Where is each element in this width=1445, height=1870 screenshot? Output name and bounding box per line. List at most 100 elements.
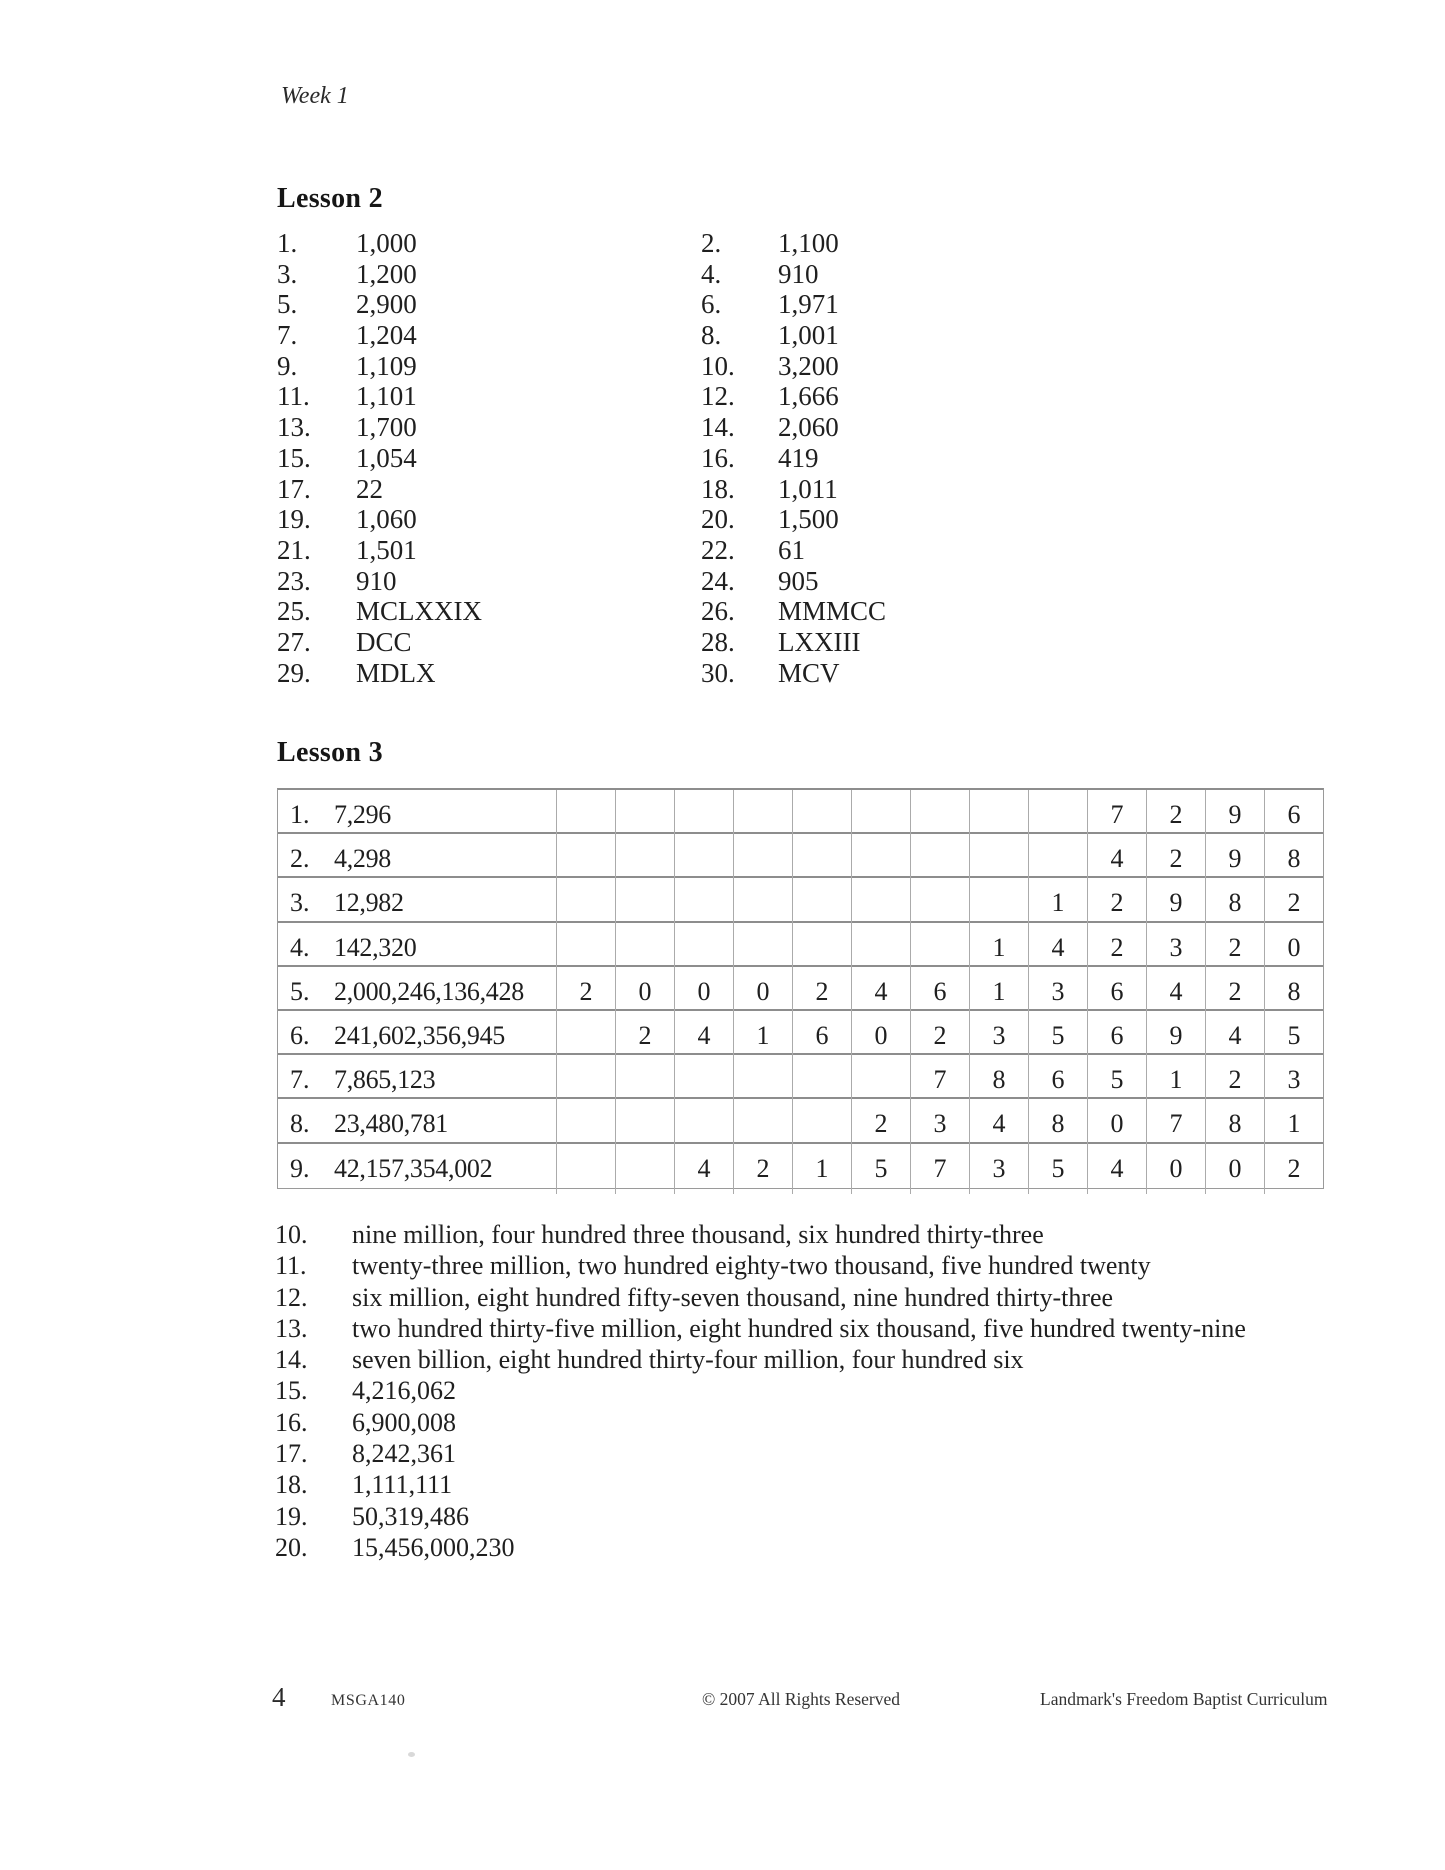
- lesson3-title: Lesson 3: [277, 737, 383, 768]
- item-answer: MMMCC: [778, 596, 887, 627]
- digit-cell: [615, 1143, 674, 1194]
- item-answer: 1,100: [778, 228, 839, 258]
- digit-cell: 7: [910, 1055, 969, 1106]
- curriculum-code: MSGA140: [331, 1692, 406, 1709]
- item-number: 30.: [701, 657, 735, 688]
- digit-cell: 3: [969, 1010, 1028, 1061]
- digit-cell: 4: [969, 1099, 1028, 1150]
- digit-cell: [615, 922, 674, 973]
- digit-cell: 6: [1087, 1010, 1146, 1061]
- lesson2-answer-row: 27. DCC 28. LXXIII: [277, 627, 1177, 658]
- digit-cell: 1: [733, 1010, 792, 1061]
- lesson2-answer-row: 29. MDLX 30. MCV: [277, 658, 1177, 689]
- item-number: 2.: [290, 844, 310, 874]
- item-number: 17.: [275, 1439, 308, 1469]
- digit-cell: 5: [1028, 1143, 1087, 1194]
- item-number: 4.: [701, 258, 722, 289]
- digit-cell: [556, 922, 615, 973]
- item-value: 23,480,781: [334, 1109, 449, 1139]
- digit-cell: [615, 834, 674, 885]
- item-answer: 22: [356, 473, 383, 504]
- lesson2-answer-row: 5. 2,900 6. 1,971: [277, 289, 1177, 320]
- digit-cell: 5: [1028, 1010, 1087, 1061]
- digit-cell: [851, 922, 910, 973]
- item-value: 7,296: [334, 800, 392, 829]
- item-number: 10.: [275, 1220, 308, 1249]
- item-value: 4,298: [334, 844, 392, 874]
- lesson3-answer-row: 14. seven billion, eight hundred thirty-f…: [275, 1344, 1395, 1375]
- digit-cell: 1: [1146, 1055, 1205, 1106]
- item-answer: 50,319,486: [352, 1501, 469, 1531]
- lesson2-answer-row: 9. 1,109 10. 3,200: [277, 351, 1177, 382]
- digit-cell: 0: [851, 1010, 910, 1061]
- digit-cell: 1: [969, 966, 1028, 1017]
- digit-cell: [851, 790, 910, 840]
- digit-cell: 4: [1028, 922, 1087, 973]
- digit-cell: [969, 790, 1028, 840]
- item-number: 24.: [701, 565, 735, 596]
- item-number: 21.: [277, 534, 311, 565]
- digit-cell: [910, 878, 969, 929]
- scan-speck: [408, 1752, 415, 1757]
- digit-cell: 3: [969, 1143, 1028, 1194]
- lesson3-answer-row: 18. 1,111,111: [275, 1469, 1395, 1500]
- item-answer: MCLXXIX: [356, 596, 482, 627]
- item-number: 16.: [275, 1407, 308, 1437]
- digit-cell: 5: [1264, 1010, 1323, 1061]
- digit-cell: [792, 834, 851, 885]
- item-answer: 8,242,361: [352, 1439, 456, 1469]
- digit-cell: 4: [1087, 834, 1146, 885]
- item-answer: 419: [778, 442, 819, 473]
- digit-cell: [615, 1099, 674, 1150]
- digit-cell: 0: [1264, 922, 1323, 973]
- digit-cell: [556, 1143, 615, 1194]
- place-value-row: 4. 142,320 1 4 2 3 2 0: [278, 922, 1323, 973]
- item-number: 3.: [277, 258, 298, 289]
- item-answer: 1,060: [356, 504, 417, 535]
- lesson3-answer-row: 17. 8,242,361: [275, 1438, 1395, 1469]
- digit-cell: 9: [1146, 1010, 1205, 1061]
- item-answer: 905: [778, 565, 819, 596]
- lesson2-answer-row: 17. 22 18. 1,011: [277, 474, 1177, 505]
- item-answer: 1,111,111: [352, 1470, 453, 1500]
- digit-cell: [792, 922, 851, 973]
- lesson2-answer-row: 25. MCLXXIX 26. MMMCC: [277, 596, 1177, 627]
- digit-cell: 9: [1205, 790, 1264, 840]
- item-number: 20.: [275, 1532, 308, 1562]
- page-number: 4: [272, 1682, 286, 1712]
- digit-cell: 8: [1264, 834, 1323, 885]
- item-number: 19.: [277, 504, 311, 535]
- digit-cell: 2: [1087, 922, 1146, 973]
- item-number: 14.: [275, 1345, 308, 1375]
- digit-cell: 5: [851, 1143, 910, 1194]
- digit-cell: 7: [1146, 1099, 1205, 1150]
- row-label: 1. 7,296: [278, 790, 556, 840]
- digit-cell: 7: [910, 1143, 969, 1194]
- item-answer: 1,200: [356, 258, 417, 289]
- digit-cell: 8: [1264, 966, 1323, 1017]
- item-answer: LXXIII: [778, 626, 861, 657]
- item-number: 22.: [701, 534, 735, 565]
- item-number: 7.: [290, 1065, 310, 1095]
- digit-cell: 2: [1205, 966, 1264, 1017]
- item-number: 23.: [277, 565, 311, 596]
- item-number: 13.: [275, 1313, 308, 1343]
- item-number: 12.: [275, 1282, 308, 1312]
- item-answer: 1,700: [356, 412, 417, 443]
- item-number: 16.: [701, 442, 735, 473]
- item-number: 27.: [277, 626, 311, 657]
- digit-cell: [556, 1010, 615, 1061]
- item-number: 5.: [277, 289, 298, 320]
- item-number: 1.: [290, 800, 310, 829]
- item-answer: nine million, four hundred three thousan…: [352, 1220, 1044, 1249]
- item-number: 25.: [277, 596, 311, 627]
- digit-cell: 2: [792, 966, 851, 1017]
- item-answer: seven billion, eight hundred thirty-four…: [352, 1345, 1024, 1375]
- item-number: 15.: [277, 442, 311, 473]
- row-label: 4. 142,320: [278, 923, 556, 973]
- place-value-row: 7. 7,865,123 7 8 6 5 1 2 3: [278, 1055, 1323, 1106]
- item-value: 142,320: [334, 932, 417, 962]
- item-number: 28.: [701, 626, 735, 657]
- place-value-row: 3. 12,982 1 2 9 8 2: [278, 878, 1323, 929]
- lesson2-answer-row: 23. 910 24. 905: [277, 566, 1177, 597]
